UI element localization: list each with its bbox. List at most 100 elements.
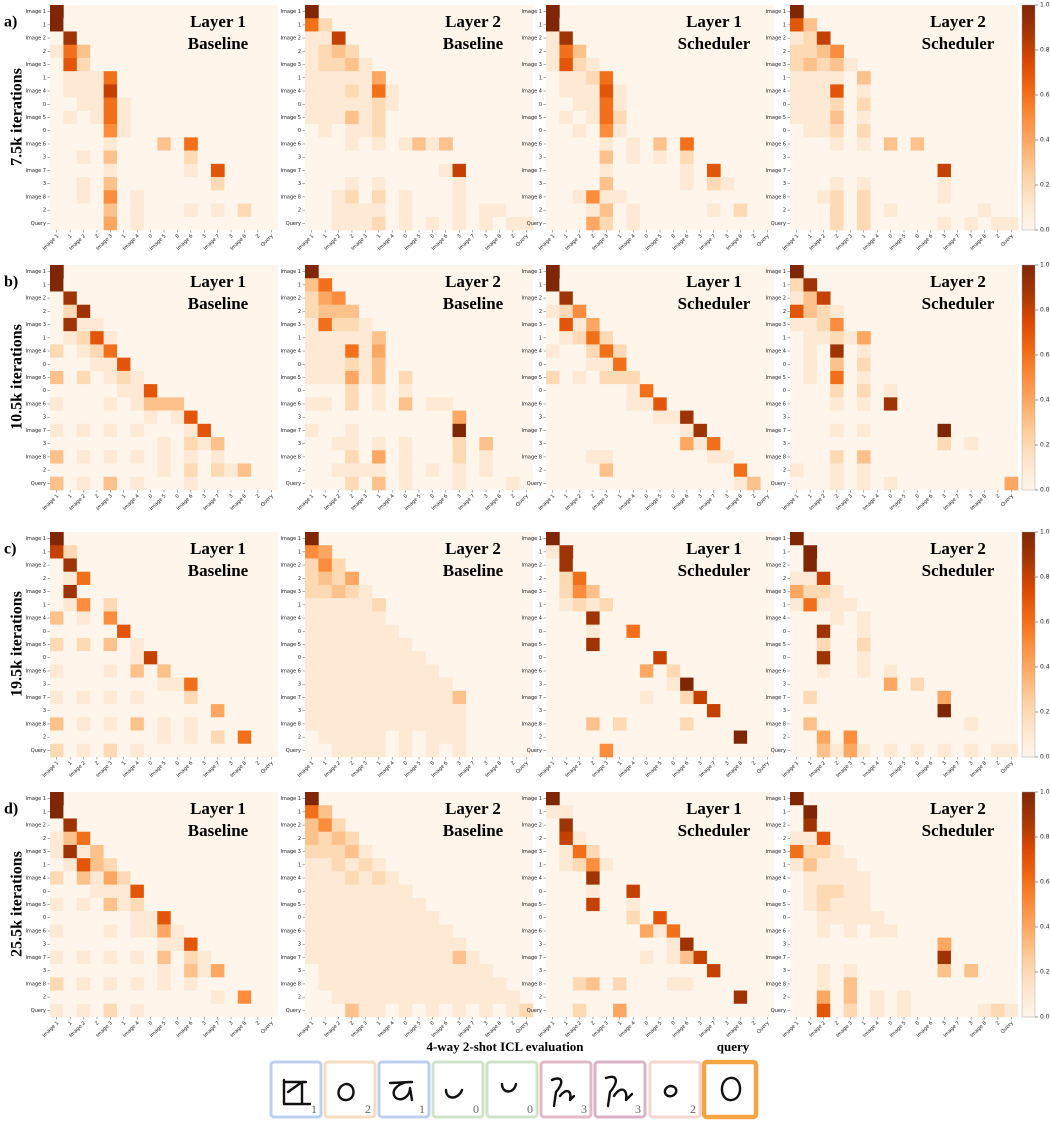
heatmap-cell xyxy=(345,964,359,978)
heatmap-cell xyxy=(305,163,319,178)
heatmap-cell xyxy=(372,730,386,745)
heatmap-cell xyxy=(305,397,319,411)
heatmap-cell xyxy=(803,871,818,885)
y-tick-label: Image 7 xyxy=(26,428,46,434)
heatmap-cell xyxy=(870,476,885,491)
y-tick-label: 2 xyxy=(539,735,542,741)
heatmap-cell xyxy=(857,190,871,204)
heatmap-cell xyxy=(157,717,172,731)
heatmap-cell xyxy=(439,743,453,758)
heatmap-cell xyxy=(345,137,359,151)
x-tick-label: 1 xyxy=(807,760,813,766)
heatmap-cell xyxy=(358,990,373,1005)
heatmap-cell xyxy=(331,884,346,899)
x-tick-label: 2 xyxy=(349,760,355,766)
y-tick-label: 2 xyxy=(539,468,542,474)
colorbar-tick-label: 1.0 xyxy=(1040,529,1050,536)
heatmap-cell xyxy=(910,690,925,705)
heatmap-cell xyxy=(816,1003,831,1018)
heatmap-cell xyxy=(130,637,145,652)
heatmap-cell xyxy=(803,397,818,411)
heatmap-cell xyxy=(76,743,91,758)
y-tick-label: 1 xyxy=(43,862,46,868)
y-tick-label: Image 8 xyxy=(281,981,301,987)
y-tick-label: 2 xyxy=(298,309,301,315)
heatmap-cell xyxy=(63,871,78,885)
heatmap-cell xyxy=(790,450,804,464)
heatmap-cell xyxy=(897,637,912,652)
panel-subtitle: Baseline xyxy=(443,34,504,53)
panel-title: Layer 1 xyxy=(190,799,246,818)
heatmap-cell xyxy=(897,410,912,425)
heatmap-cell xyxy=(76,190,91,204)
heatmap-cell xyxy=(937,990,952,1005)
heatmap-cell xyxy=(950,463,965,478)
heatmap-cell xyxy=(412,651,427,665)
heatmap-cell xyxy=(76,397,91,411)
heatmap-cell xyxy=(76,450,91,464)
heatmap-cell xyxy=(790,476,804,491)
row-iterations: 25.5k iterations xyxy=(9,851,26,957)
heatmap-cell xyxy=(790,911,804,925)
heatmap-cell xyxy=(599,844,614,859)
heatmap-cell xyxy=(964,216,979,231)
heatmap-cell xyxy=(50,964,64,978)
heatmap-cell xyxy=(937,476,952,491)
x-tick-label: 3 xyxy=(941,1020,947,1026)
heatmap-cell xyxy=(572,216,587,231)
heatmap-cell xyxy=(950,163,965,178)
y-tick-label: 1 xyxy=(783,549,786,555)
heatmap-cell xyxy=(358,858,373,872)
heatmap-cell xyxy=(639,730,654,745)
heatmap-cell xyxy=(586,124,600,138)
heatmap-cell xyxy=(318,291,333,306)
heatmap-cell xyxy=(63,743,78,758)
heatmap-cell xyxy=(63,71,78,85)
heatmap-cell xyxy=(50,370,64,385)
heatmap-cell xyxy=(816,730,831,745)
heatmap-cell xyxy=(843,203,858,218)
heatmap-cell xyxy=(50,437,64,451)
heatmap-cell xyxy=(599,84,614,98)
x-tick-label: 0 xyxy=(914,1020,920,1026)
heatmap-cell xyxy=(372,331,386,345)
heatmap-cell xyxy=(613,911,627,925)
heatmap-cell xyxy=(143,884,158,899)
x-tick-label: 3 xyxy=(941,233,947,239)
colorbar-tick-label: 0.4 xyxy=(1040,397,1050,404)
heatmap-cell xyxy=(318,278,333,292)
heatmap-cell xyxy=(977,476,992,491)
heatmap-cell xyxy=(76,924,91,938)
heatmap-cell xyxy=(639,110,654,125)
heatmap-cell xyxy=(143,651,158,665)
heatmap-cell xyxy=(412,690,427,705)
y-tick-label: 2 xyxy=(783,995,786,1001)
heatmap-cell xyxy=(639,664,654,678)
heatmap-cell xyxy=(385,110,400,125)
heatmap-cell xyxy=(843,137,858,151)
heatmap-cell xyxy=(693,730,708,745)
heatmap-cell xyxy=(358,450,373,464)
heatmap-cell xyxy=(90,137,104,151)
heatmap-cell xyxy=(910,717,925,731)
heatmap-cell xyxy=(572,437,587,451)
y-tick-label: Image 4 xyxy=(522,349,542,355)
heatmap-cell xyxy=(385,203,400,218)
heatmap-cell xyxy=(816,124,831,138)
heatmap-cell xyxy=(937,1003,952,1018)
y-tick-label: 2 xyxy=(43,49,46,55)
heatmap-cell xyxy=(76,844,91,859)
heatmap-cell xyxy=(857,717,871,731)
heatmap-cell xyxy=(439,397,453,411)
heatmap-cell xyxy=(883,450,898,464)
heatmap-cell xyxy=(653,677,668,692)
heatmap-cell xyxy=(170,1003,185,1018)
y-tick-label: 1 xyxy=(43,549,46,555)
heatmap-cell xyxy=(305,558,319,573)
heatmap-cell xyxy=(318,964,333,978)
heatmap-cell xyxy=(870,897,885,912)
heatmap-cell xyxy=(358,911,373,925)
heatmap-cell xyxy=(1004,1003,1019,1018)
heatmap-cell xyxy=(157,1003,172,1018)
y-tick-label: Image 5 xyxy=(766,902,786,908)
